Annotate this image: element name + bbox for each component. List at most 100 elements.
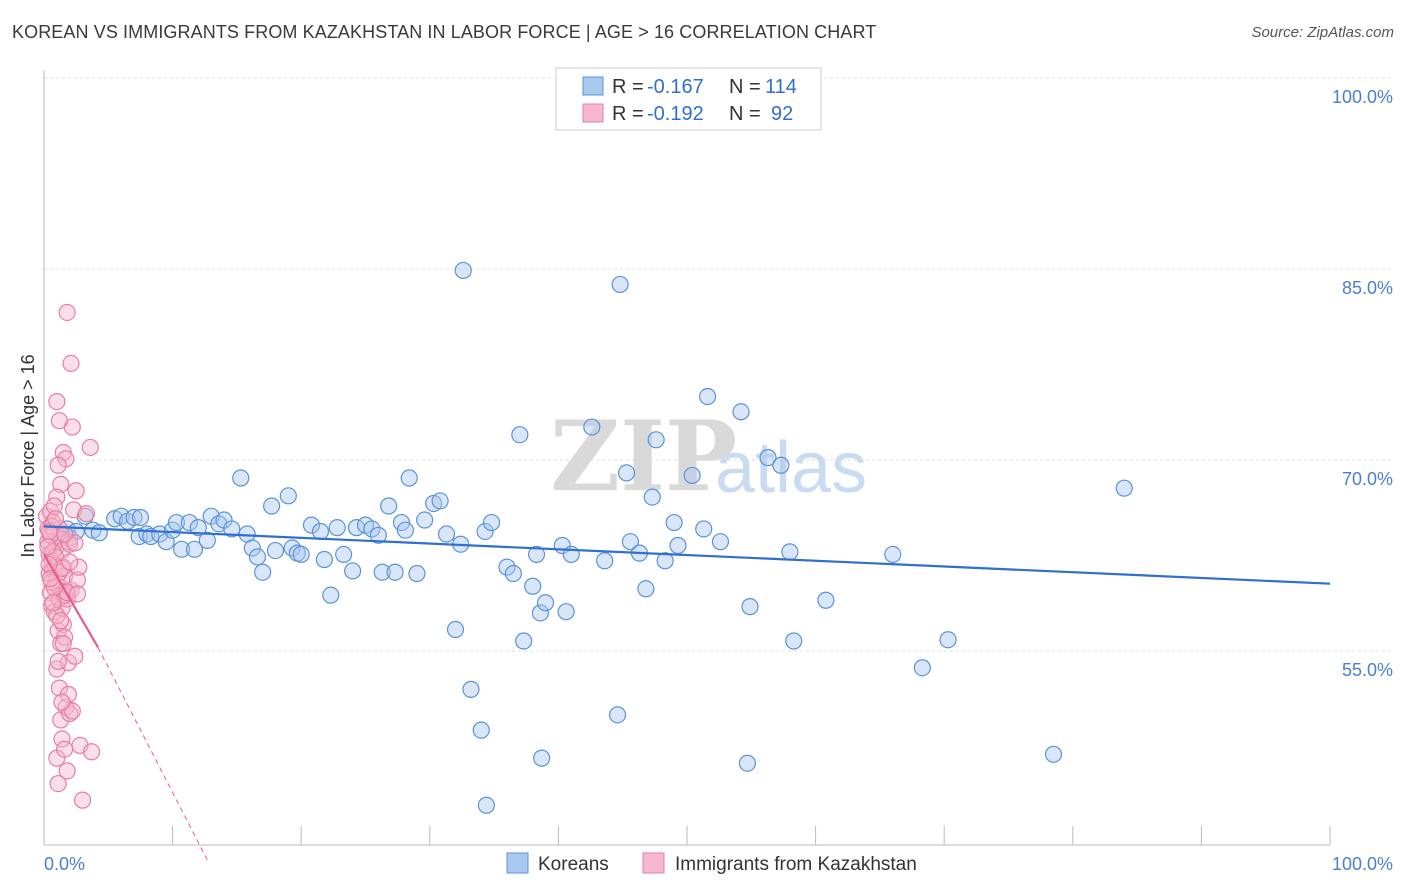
point-koreans xyxy=(477,796,495,814)
legend-swatch-kazakhstan xyxy=(582,103,604,123)
trend-layer xyxy=(43,525,1331,861)
watermark: ZIP atlas xyxy=(550,400,867,513)
point-kazakhstan xyxy=(64,501,83,519)
point-koreans xyxy=(396,521,414,539)
point-kazakhstan xyxy=(52,475,70,493)
point-koreans xyxy=(1044,745,1063,763)
point-kazakhstan xyxy=(52,612,70,630)
point-kazakhstan xyxy=(67,482,85,500)
point-kazakhstan xyxy=(73,791,92,809)
point-koreans xyxy=(431,492,449,510)
point-koreans xyxy=(1115,479,1133,497)
point-koreans xyxy=(185,540,204,558)
point-koreans xyxy=(511,426,529,444)
point-koreans xyxy=(311,522,330,541)
legend-r-value-koreans: -0.167 xyxy=(647,76,704,98)
point-koreans xyxy=(472,721,490,739)
point-koreans xyxy=(335,545,353,564)
bottom-legend-swatch-kazakhstan xyxy=(642,852,665,874)
point-koreans xyxy=(380,497,398,515)
point-koreans xyxy=(617,464,636,482)
point-koreans xyxy=(248,548,267,566)
point-koreans xyxy=(243,539,261,557)
point-koreans xyxy=(437,525,456,543)
point-koreans xyxy=(462,680,480,698)
point-koreans xyxy=(232,469,250,487)
point-koreans xyxy=(400,469,418,487)
point-koreans xyxy=(283,539,301,557)
trend-line-koreans xyxy=(43,525,1331,585)
point-koreans xyxy=(583,418,601,436)
point-koreans xyxy=(665,513,683,532)
chart-title: KOREAN VS IMMIGRANTS FROM KAZAKHSTAN IN … xyxy=(12,22,877,42)
point-kazakhstan xyxy=(61,553,79,571)
x-tick-label-min: 0.0% xyxy=(44,854,85,874)
point-kazakhstan xyxy=(49,774,67,793)
point-kazakhstan xyxy=(68,585,87,603)
point-koreans xyxy=(504,564,522,583)
trend-line-kazakhstan xyxy=(43,553,99,648)
point-koreans xyxy=(125,508,143,527)
point-koreans xyxy=(363,520,381,538)
point-koreans xyxy=(279,487,297,505)
point-koreans xyxy=(322,586,340,604)
point-koreans xyxy=(344,562,362,580)
point-koreans xyxy=(373,563,391,581)
point-koreans xyxy=(173,540,191,558)
point-kazakhstan xyxy=(46,510,65,528)
point-kazakhstan xyxy=(45,497,63,515)
point-kazakhstan xyxy=(55,525,74,543)
bottom-legend: Koreans Immigrants from Kazakhstan xyxy=(506,852,917,875)
legend-r-label-kazakhstan: R = xyxy=(612,103,644,125)
legend-box: R = -0.167 N = 114 R = -0.192 N = 92 xyxy=(555,67,822,131)
point-koreans xyxy=(498,558,516,576)
point-kazakhstan xyxy=(55,740,74,758)
point-kazakhstan xyxy=(54,634,72,653)
point-kazakhstan xyxy=(44,594,62,612)
y-axis-label: In Labor Force | Age > 16 xyxy=(18,354,38,557)
point-koreans xyxy=(266,541,285,560)
point-kazakhstan xyxy=(53,730,71,748)
point-koreans xyxy=(759,449,777,467)
point-kazakhstan xyxy=(62,354,80,372)
point-koreans xyxy=(254,563,272,581)
point-koreans xyxy=(369,526,387,544)
watermark-atlas: atlas xyxy=(715,428,867,508)
trend-line-kazakhstan-extension xyxy=(97,647,208,861)
y-tick-label: 100.0% xyxy=(1332,87,1393,107)
point-koreans xyxy=(738,754,757,772)
bottom-legend-label-kazakhstan: Immigrants from Kazakhstan xyxy=(675,854,917,875)
point-koreans xyxy=(669,536,687,555)
point-kazakhstan xyxy=(55,628,74,646)
point-kazakhstan xyxy=(58,303,76,322)
point-kazakhstan xyxy=(49,652,67,670)
bottom-legend-swatch-koreans xyxy=(506,852,529,874)
point-koreans xyxy=(386,563,404,581)
point-koreans xyxy=(608,706,627,724)
point-koreans xyxy=(913,659,931,677)
point-koreans xyxy=(732,403,750,421)
legend-r-label-koreans: R = xyxy=(612,76,644,98)
x-tick-label-max: 100.0% xyxy=(1332,854,1393,874)
point-koreans xyxy=(939,631,957,649)
point-koreans xyxy=(817,591,835,609)
point-kazakhstan xyxy=(68,571,87,589)
bottom-legend-label-koreans: Koreans xyxy=(538,854,609,875)
point-koreans xyxy=(328,519,346,537)
point-koreans xyxy=(527,545,546,564)
point-koreans xyxy=(596,552,614,570)
point-koreans xyxy=(454,261,472,280)
point-koreans xyxy=(198,531,216,549)
y-tick-label: 85.0% xyxy=(1342,278,1393,298)
point-kazakhstan xyxy=(48,393,66,411)
point-koreans xyxy=(683,466,701,485)
point-kazakhstan xyxy=(58,762,76,780)
point-koreans xyxy=(711,533,730,551)
point-kazakhstan xyxy=(53,693,71,711)
point-koreans xyxy=(189,519,207,537)
point-koreans xyxy=(446,620,465,639)
points-layer xyxy=(37,261,1133,814)
point-koreans xyxy=(772,456,790,474)
point-kazakhstan xyxy=(66,647,84,665)
